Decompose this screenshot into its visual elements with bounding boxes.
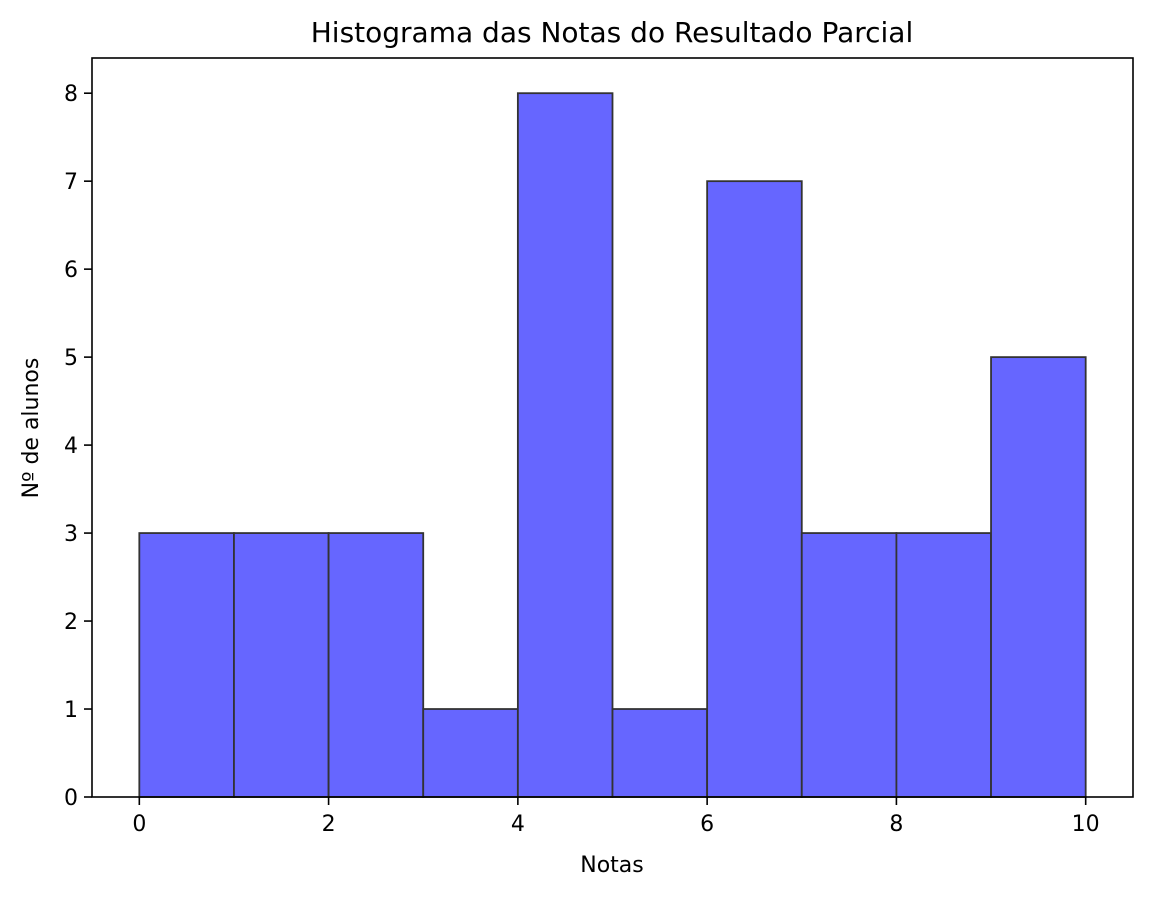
y-tick-label-1: 1 (64, 698, 78, 723)
x-tick-label-0: 0 (132, 812, 146, 837)
y-tick-label-2: 2 (64, 610, 78, 635)
x-tick-label-2: 4 (511, 812, 525, 837)
y-axis-label: Nº de alunos (19, 358, 44, 499)
histogram-bar-4 (516, 92, 614, 798)
x-tick-label-1: 2 (322, 812, 336, 837)
histogram-bar-1 (233, 532, 330, 798)
histogram-bar-6 (706, 180, 803, 798)
histogram-bar-9 (990, 356, 1087, 798)
y-tick-label-3: 3 (64, 522, 78, 547)
plot-frame (91, 57, 1134, 798)
chart-title: Histograma das Notas do Resultado Parcia… (311, 16, 914, 49)
y-axis-ticks: 0 1 2 3 4 5 6 7 8 (64, 82, 92, 811)
x-tick-label-5: 10 (1072, 812, 1100, 837)
x-tick-label-3: 6 (700, 812, 714, 837)
histogram-bar-5 (611, 708, 709, 798)
y-tick-label-0: 0 (64, 786, 78, 811)
y-tick-label-8: 8 (64, 82, 78, 107)
x-tick-label-4: 8 (889, 812, 903, 837)
histogram-bar-2 (327, 532, 425, 798)
y-tick-label-6: 6 (64, 258, 78, 283)
x-axis-label: Notas (580, 853, 644, 878)
histogram-bar-8 (895, 532, 992, 798)
histogram-bar-3 (422, 708, 519, 798)
y-tick-label-5: 5 (64, 346, 78, 371)
histogram-bar-0 (138, 532, 235, 798)
x-axis-ticks: 0 2 4 6 8 10 (132, 797, 1100, 837)
y-tick-label-7: 7 (64, 170, 78, 195)
histogram-bar-7 (800, 532, 898, 798)
bars-group (138, 92, 1087, 798)
y-tick-label-4: 4 (64, 434, 78, 459)
